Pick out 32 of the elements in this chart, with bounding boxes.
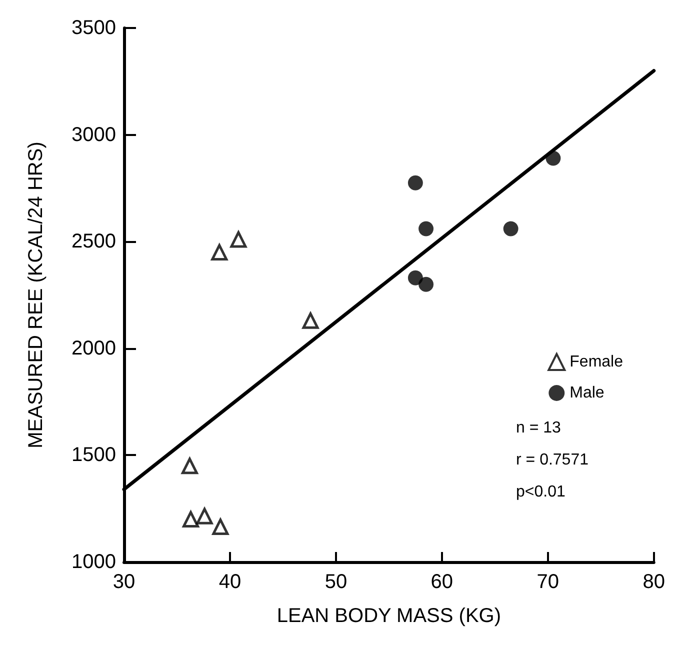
y-tick-label: 2500 (72, 230, 116, 253)
x-tick-label: 70 (536, 571, 560, 593)
y-tick-label: 1000 (72, 551, 116, 573)
y-axis-title: MEASURED REE (KCAL/24 HRS) (25, 142, 47, 448)
point (503, 221, 518, 236)
point (182, 511, 200, 528)
legend-label: Male (570, 384, 604, 402)
point (418, 276, 434, 292)
point (546, 150, 561, 166)
x-tick-label: 50 (324, 571, 348, 593)
point (418, 221, 434, 236)
x-axis-title: LEAN BODY MASS (KG) (276, 605, 502, 627)
point (302, 312, 319, 329)
point (196, 508, 213, 524)
y-tick-label: 3500 (72, 17, 116, 39)
x-tick-label: 80 (642, 571, 665, 593)
point (408, 270, 423, 286)
annotation: r = 0.7571 (516, 452, 589, 468)
y-tick-label: 1500 (72, 444, 116, 466)
y-tick-label: 2000 (72, 337, 116, 360)
point (211, 244, 228, 261)
y-tick-label: 3000 (72, 124, 116, 146)
x-tick-label: 60 (430, 571, 454, 593)
x-tick-label: 40 (218, 571, 242, 593)
point (230, 231, 247, 248)
point (408, 175, 423, 190)
x-tick-label: 30 (112, 571, 136, 593)
point (212, 518, 229, 536)
annotation: p<0.01 (516, 484, 566, 500)
legend-label: Female (570, 354, 624, 370)
point (181, 458, 198, 474)
annotation: n = 13 (516, 420, 562, 436)
